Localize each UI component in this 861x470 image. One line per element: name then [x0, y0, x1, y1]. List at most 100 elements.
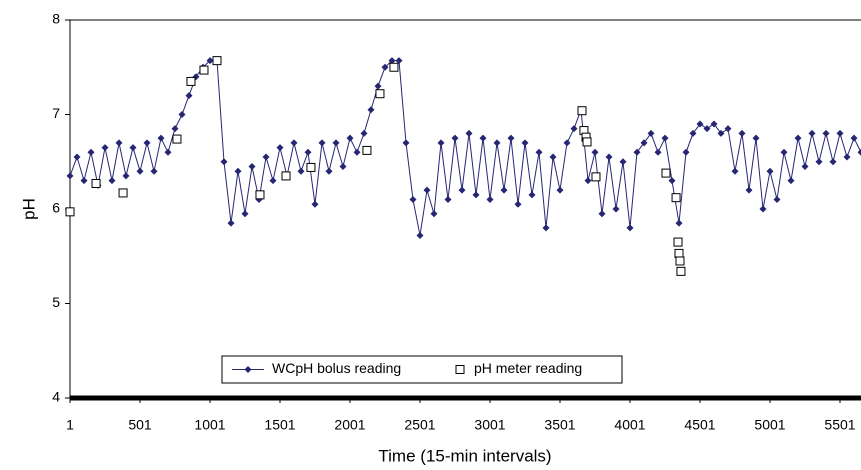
- data-point: [633, 148, 641, 156]
- data-point: [395, 57, 403, 65]
- x-axis-label: Time (15-min intervals): [378, 446, 551, 465]
- data-point: [577, 106, 587, 116]
- data-point: [787, 177, 795, 185]
- data-point: [674, 248, 684, 258]
- data-point: [339, 162, 347, 170]
- data-point: [535, 148, 543, 156]
- data-point: [731, 167, 739, 175]
- x-tick-label: 4501: [684, 417, 715, 433]
- x-tick-label: 5001: [754, 417, 785, 433]
- data-point: [479, 134, 487, 142]
- data-point: [612, 205, 620, 213]
- data-point: [73, 153, 81, 161]
- data-point: [829, 158, 837, 166]
- x-tick-label: 3001: [474, 417, 505, 433]
- data-point: [346, 134, 354, 142]
- data-point: [269, 177, 277, 185]
- data-point: [773, 196, 781, 204]
- data-point: [87, 148, 95, 156]
- x-tick-label: 2001: [334, 417, 365, 433]
- data-point: [150, 167, 158, 175]
- data-point: [122, 172, 130, 180]
- data-point: [212, 56, 222, 66]
- data-point: [676, 266, 686, 276]
- data-point: [598, 210, 606, 218]
- data-point: [367, 106, 375, 114]
- x-tick-label: 4001: [614, 417, 645, 433]
- data-point: [374, 82, 382, 90]
- data-point: [101, 144, 109, 152]
- data-point: [570, 125, 578, 133]
- data-point: [673, 237, 683, 247]
- data-point: [297, 167, 305, 175]
- data-point: [458, 186, 466, 194]
- data-point: [91, 178, 101, 188]
- data-point: [360, 129, 368, 137]
- data-point: [542, 224, 550, 232]
- x-tick-label: 1: [66, 417, 74, 433]
- data-point: [171, 125, 179, 133]
- data-point: [402, 139, 410, 147]
- data-point: [815, 158, 823, 166]
- data-point: [500, 186, 508, 194]
- series-line: [69, 60, 861, 236]
- x-tick-label: 501: [128, 417, 152, 433]
- data-point: [227, 219, 235, 227]
- data-point: [582, 137, 592, 147]
- data-point: [164, 148, 172, 156]
- data-point: [66, 172, 74, 180]
- y-tick-label: 5: [52, 294, 60, 310]
- data-point: [306, 162, 316, 172]
- data-point: [682, 148, 690, 156]
- data-point: [416, 231, 424, 239]
- data-point: [325, 167, 333, 175]
- data-point: [248, 162, 256, 170]
- data-point: [605, 153, 613, 161]
- data-point: [318, 139, 326, 147]
- data-point: [206, 57, 214, 65]
- data-point: [675, 219, 683, 227]
- data-point: [668, 177, 676, 185]
- x-tick-label: 1001: [194, 417, 225, 433]
- data-point: [521, 139, 529, 147]
- data-point: [157, 134, 165, 142]
- data-point: [738, 129, 746, 137]
- data-point: [759, 205, 767, 213]
- data-point: [556, 186, 564, 194]
- data-point: [353, 148, 361, 156]
- y-axis-label: pH: [19, 198, 38, 220]
- data-point: [591, 172, 601, 182]
- data-point: [388, 57, 396, 65]
- data-point: [115, 139, 123, 147]
- data-point: [262, 153, 270, 161]
- y-tick-label: 4: [52, 389, 60, 405]
- data-point: [444, 196, 452, 204]
- data-point: [661, 168, 671, 178]
- data-point: [486, 196, 494, 204]
- data-point: [409, 196, 417, 204]
- data-point: [689, 129, 697, 137]
- data-point: [591, 148, 599, 156]
- data-point: [584, 177, 592, 185]
- data-point: [507, 134, 515, 142]
- data-point: [255, 190, 265, 200]
- data-point: [654, 148, 662, 156]
- data-point: [671, 193, 681, 203]
- x-tick-label: 5501: [824, 417, 855, 433]
- legend-box: [221, 355, 623, 384]
- data-point: [626, 224, 634, 232]
- data-point: [465, 129, 473, 137]
- data-point: [332, 139, 340, 147]
- data-point: [362, 145, 372, 155]
- data-point: [780, 148, 788, 156]
- data-point: [794, 134, 802, 142]
- data-point: [528, 191, 536, 199]
- y-tick-label: 6: [52, 200, 60, 216]
- data-point: [186, 76, 196, 86]
- y-tick-label: 8: [52, 11, 60, 27]
- data-point: [389, 62, 399, 72]
- data-point: [375, 89, 385, 99]
- data-point: [423, 186, 431, 194]
- data-point: [808, 129, 816, 137]
